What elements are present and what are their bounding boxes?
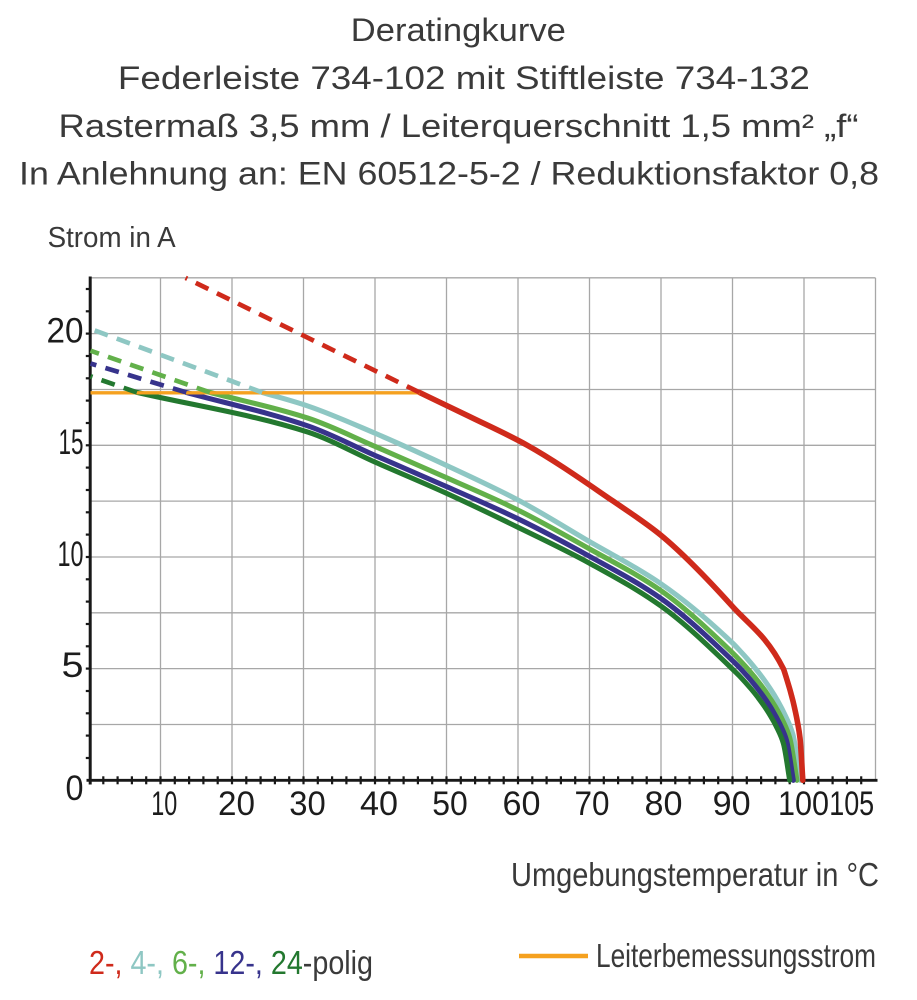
svg-text:80: 80: [645, 785, 683, 823]
svg-text:2-, 4-, 6-, 12-, 24-polig: 2-, 4-, 6-, 12-, 24-polig: [89, 944, 373, 981]
svg-text:15: 15: [59, 423, 84, 462]
svg-text:In Anlehnung an: EN 60512-5-2: In Anlehnung an: EN 60512-5-2 / Reduktio…: [19, 156, 879, 192]
svg-text:10: 10: [58, 535, 84, 574]
svg-text:Deratingkurve: Deratingkurve: [351, 12, 566, 48]
svg-text:105: 105: [829, 785, 874, 823]
svg-text:60: 60: [503, 785, 541, 823]
svg-text:100: 100: [778, 785, 829, 823]
svg-text:40: 40: [360, 785, 398, 823]
svg-text:20: 20: [218, 785, 255, 823]
svg-text:30: 30: [289, 785, 326, 823]
svg-text:5: 5: [62, 646, 84, 685]
svg-text:70: 70: [575, 785, 610, 823]
svg-text:0: 0: [66, 769, 84, 808]
svg-text:10: 10: [151, 785, 177, 823]
svg-text:Federleiste 734-102 mit Stiftl: Federleiste 734-102 mit Stiftleiste 734-…: [118, 60, 810, 96]
svg-text:90: 90: [713, 785, 751, 823]
svg-text:Leiterbemessungsstrom: Leiterbemessungsstrom: [596, 937, 876, 974]
svg-text:50: 50: [432, 785, 468, 823]
svg-text:Umgebungstemperatur in °C: Umgebungstemperatur in °C: [511, 856, 879, 893]
svg-text:Strom in A: Strom in A: [48, 222, 177, 254]
svg-text:Rastermaß 3,5 mm / Leiterquers: Rastermaß 3,5 mm / Leiterquerschnitt 1,5…: [59, 108, 859, 144]
svg-text:20: 20: [47, 312, 84, 351]
